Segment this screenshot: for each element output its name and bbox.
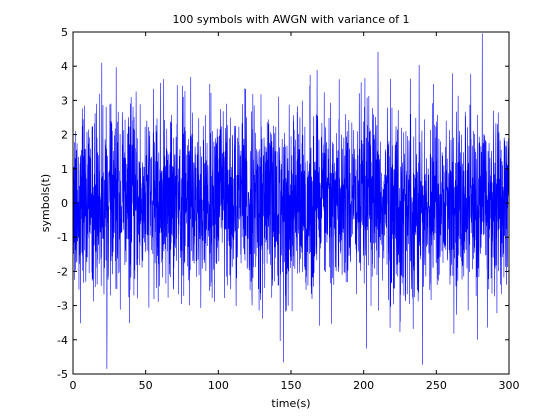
y-tick-label: 1 <box>61 163 68 176</box>
x-tick-label: 300 <box>499 379 520 392</box>
y-tick-label: -2 <box>57 265 68 278</box>
y-tick-label: 4 <box>61 60 68 73</box>
noise-signal-line <box>72 33 510 369</box>
x-tick-label: 250 <box>426 379 447 392</box>
x-axis-label: time(s) <box>271 397 310 410</box>
y-tick-label: -4 <box>57 334 68 347</box>
ticks-layer: 0 50 100 150 200 250 300 -5 -4 -3 -2 -1 0 1 2 3 4 5 <box>57 26 519 392</box>
y-tick-label: 5 <box>61 26 68 39</box>
chart-title: 100 symbols with AWGN with variance of 1 <box>172 13 409 26</box>
x-tick-label: 200 <box>353 379 374 392</box>
y-tick-label: 3 <box>61 94 68 107</box>
x-tick-label: 150 <box>281 379 302 392</box>
y-tick-label: -1 <box>57 231 68 244</box>
x-tick-label: 0 <box>70 379 77 392</box>
x-tick-label: 100 <box>208 379 229 392</box>
y-tick-label: -5 <box>57 368 68 381</box>
y-tick-label: 0 <box>61 197 68 210</box>
series-layer <box>72 33 510 369</box>
y-axis-label: symbols(t) <box>39 174 52 232</box>
y-tick-label: 2 <box>61 129 68 142</box>
x-tick-label: 50 <box>139 379 153 392</box>
y-tick-label: -3 <box>57 300 68 313</box>
